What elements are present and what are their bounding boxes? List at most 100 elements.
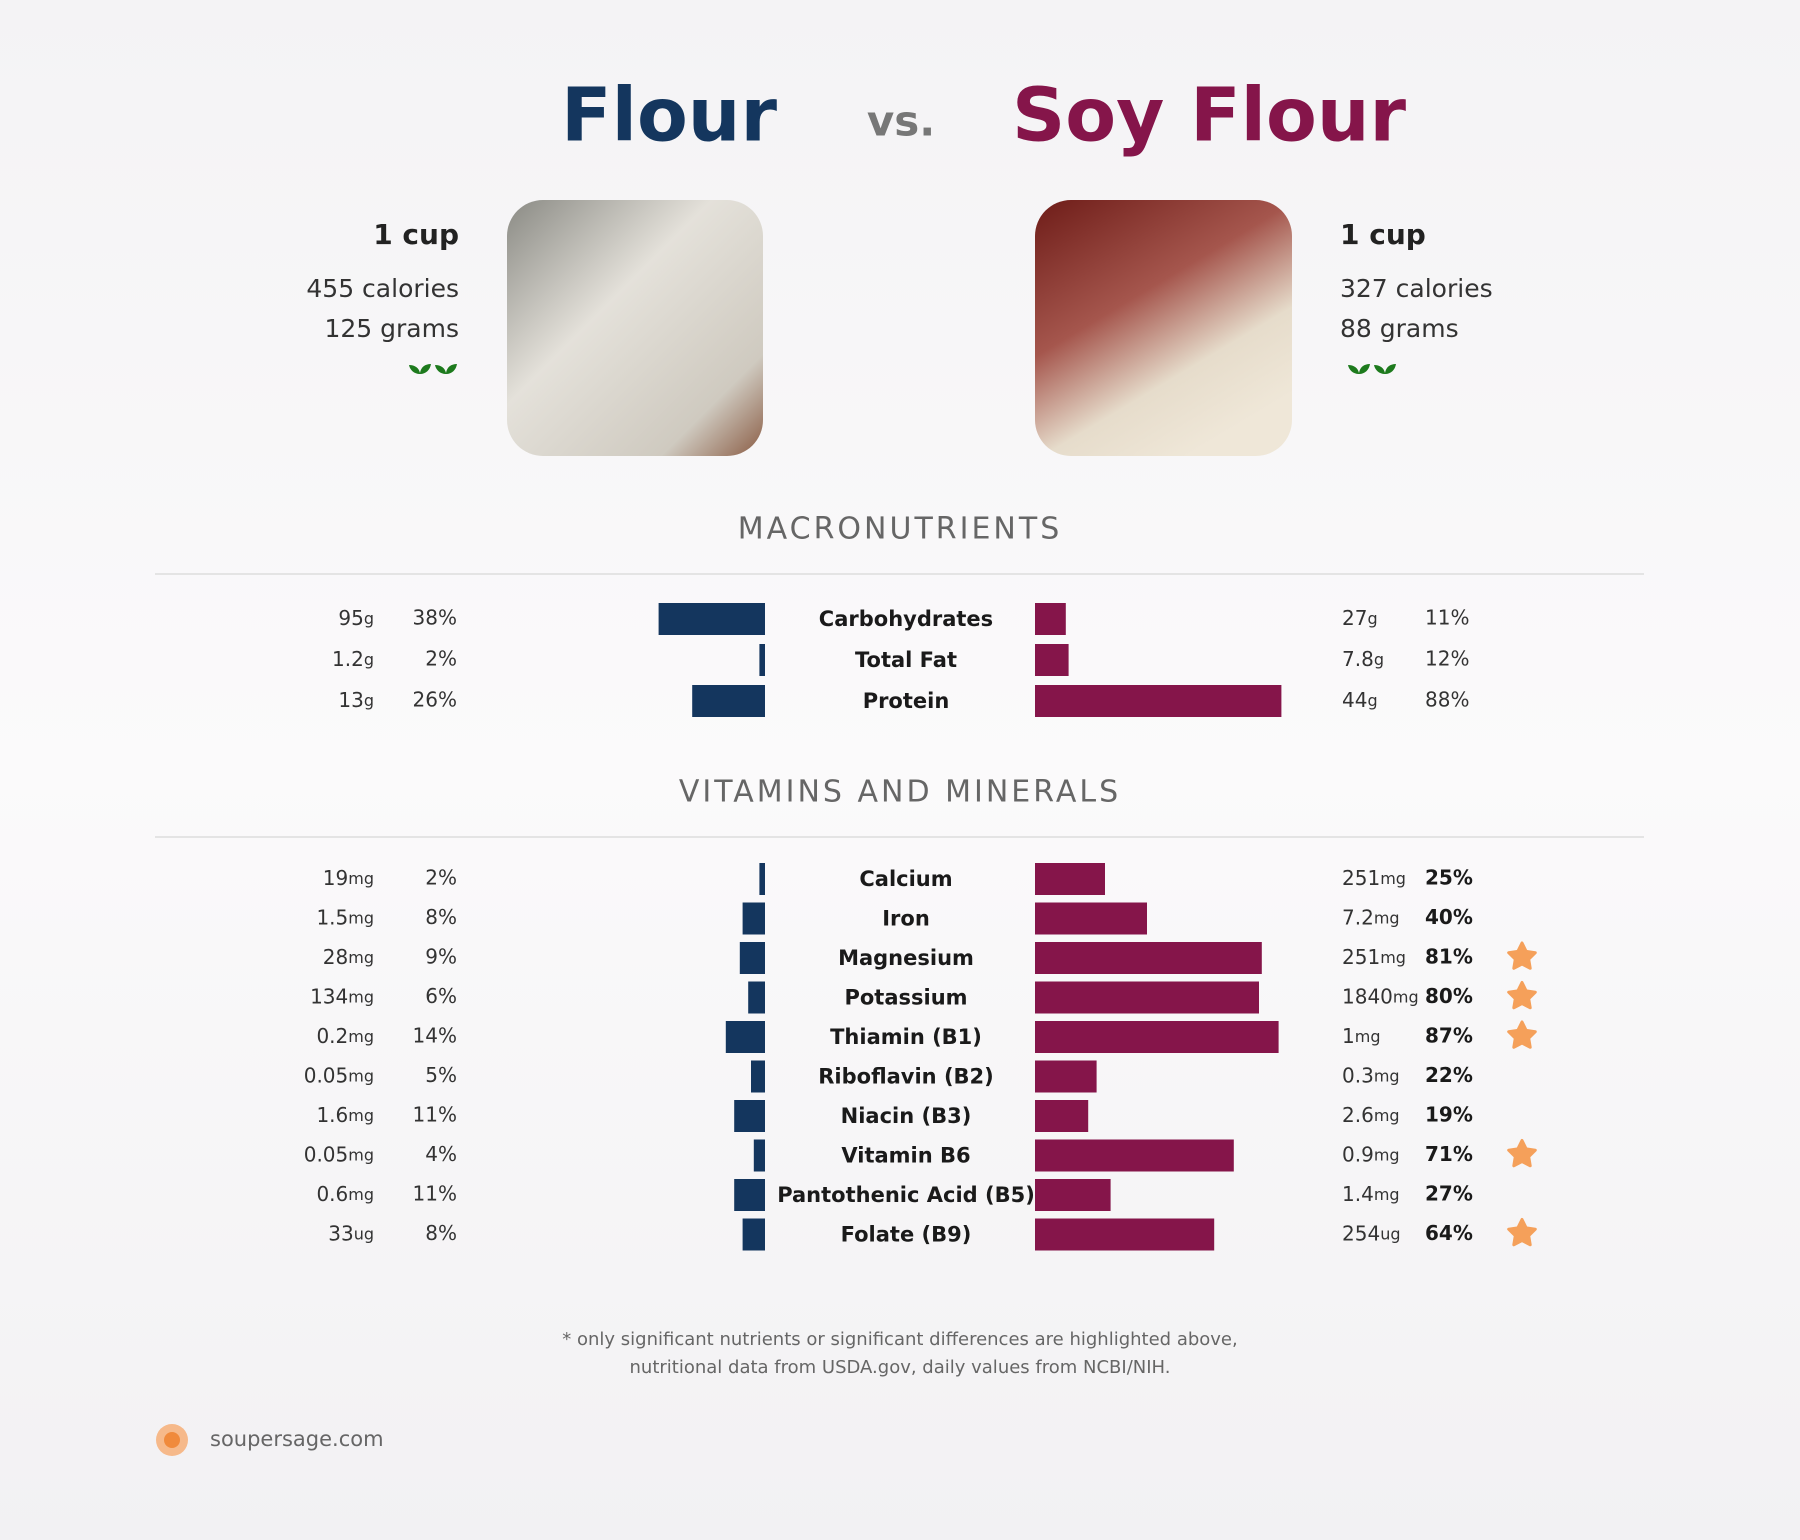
amount-value: 251: [1342, 866, 1380, 890]
bar: [1035, 1060, 1097, 1093]
amount-unit: mg: [1374, 908, 1400, 927]
amount-unit: mg: [1374, 1106, 1400, 1125]
section-title: VITAMINS AND MINERALS: [679, 775, 1121, 810]
amount: 13g: [338, 688, 374, 712]
amount: 44g: [1342, 688, 1378, 712]
percent: 22%: [1425, 1063, 1473, 1087]
amount-unit: mg: [348, 1027, 374, 1046]
amount-value: 1: [1342, 1024, 1355, 1048]
grams: 125 grams: [324, 314, 459, 343]
vegan-icons: [409, 364, 1396, 382]
amount-value: 0.6: [316, 1182, 348, 1206]
grams: 88 grams: [1340, 314, 1459, 343]
amount: 134mg: [310, 984, 374, 1008]
percent: 14%: [413, 1024, 457, 1048]
nutrient-name: Niacin (B3): [841, 1104, 972, 1128]
percent: 26%: [413, 688, 457, 712]
amount: 254ug: [1342, 1221, 1400, 1245]
amount-unit: mg: [1380, 869, 1406, 888]
amount-unit: mg: [348, 948, 374, 967]
amount: 2.6mg: [1342, 1103, 1400, 1127]
amount: 7.2mg: [1342, 905, 1400, 929]
brand: soupersage.com: [210, 1427, 384, 1451]
amount-value: 33: [328, 1221, 353, 1245]
left-title: Flour: [561, 73, 777, 159]
bar: [742, 902, 765, 935]
amount: 0.6mg: [316, 1182, 374, 1206]
amount-value: 0.2: [316, 1024, 348, 1048]
bar: [742, 1218, 765, 1251]
amount-value: 7.2: [1342, 905, 1374, 929]
amount-value: 13: [338, 688, 363, 712]
amount-unit: g: [364, 609, 374, 628]
section-title: MACRONUTRIENTS: [738, 512, 1062, 547]
star: [1507, 981, 1537, 1010]
amount: 33ug: [328, 1221, 374, 1245]
amount: 0.9mg: [1342, 1142, 1400, 1166]
amount: 27g: [1342, 606, 1378, 630]
bar: [1035, 981, 1259, 1014]
amount-value: 1840: [1342, 984, 1393, 1008]
bar: [658, 603, 765, 635]
amount-value: 1.2: [332, 647, 364, 671]
amount-unit: mg: [1355, 1027, 1381, 1046]
nutrient-name: Potassium: [844, 986, 967, 1010]
amount: 0.2mg: [316, 1024, 374, 1048]
bar: [1035, 1100, 1089, 1132]
percent: 11%: [1425, 606, 1469, 630]
percent: 80%: [1425, 984, 1473, 1008]
nutrient-name: Magnesium: [838, 946, 974, 970]
bar: [1035, 902, 1147, 935]
nutrient-name: Pantothenic Acid (B5): [777, 1183, 1035, 1207]
amount: 1mg: [1342, 1024, 1380, 1048]
amount-value: 254: [1342, 1221, 1380, 1245]
percent: 4%: [425, 1142, 457, 1166]
bar: [748, 981, 765, 1014]
brand-logo: [164, 1432, 180, 1448]
amount-unit: g: [1367, 691, 1377, 710]
amount: 19mg: [323, 866, 374, 890]
amount-unit: mg: [348, 1106, 374, 1125]
amount: 0.05mg: [304, 1063, 374, 1087]
amount: 1.5mg: [316, 905, 374, 929]
amount-unit: mg: [348, 987, 374, 1006]
percent: 8%: [425, 1221, 457, 1245]
amount-value: 28: [323, 945, 348, 969]
percent: 38%: [413, 606, 457, 630]
percent: 87%: [1425, 1024, 1473, 1048]
amount-unit: mg: [348, 908, 374, 927]
amount: 0.05mg: [304, 1142, 374, 1166]
amount: 1.6mg: [316, 1103, 374, 1127]
calories: 455 calories: [306, 274, 459, 303]
amount-unit: ug: [1380, 1224, 1400, 1243]
nutrient-name: Folate (B9): [841, 1223, 972, 1247]
bar: [1035, 1218, 1215, 1251]
bar: [1035, 603, 1066, 635]
percent: 88%: [1425, 688, 1469, 712]
amount-unit: mg: [1374, 1145, 1400, 1164]
star: [1507, 1218, 1537, 1247]
nutrient-name: Iron: [882, 907, 930, 931]
amount-unit: g: [364, 650, 374, 669]
nutrient-name: Vitamin B6: [841, 1144, 970, 1168]
serving: 1 cup: [1340, 218, 1426, 251]
percent: 9%: [425, 945, 457, 969]
percent: 27%: [1425, 1182, 1473, 1206]
star: [1507, 1020, 1537, 1049]
bar: [739, 942, 765, 974]
nutrient-name: Carbohydrates: [819, 607, 993, 631]
bar: [1035, 644, 1069, 676]
amount: 95g: [338, 606, 374, 630]
bar: [759, 644, 765, 676]
amount-value: 0.9: [1342, 1142, 1374, 1166]
bar: [1035, 1179, 1111, 1211]
amount-unit: g: [1367, 609, 1377, 628]
amount-value: 251: [1342, 945, 1380, 969]
bar: [751, 1060, 765, 1093]
amount-value: 0.05: [304, 1063, 349, 1087]
amount-unit: g: [1374, 650, 1384, 669]
bar: [753, 1139, 765, 1172]
percent: 25%: [1425, 866, 1473, 890]
amount-unit: mg: [1380, 948, 1406, 967]
